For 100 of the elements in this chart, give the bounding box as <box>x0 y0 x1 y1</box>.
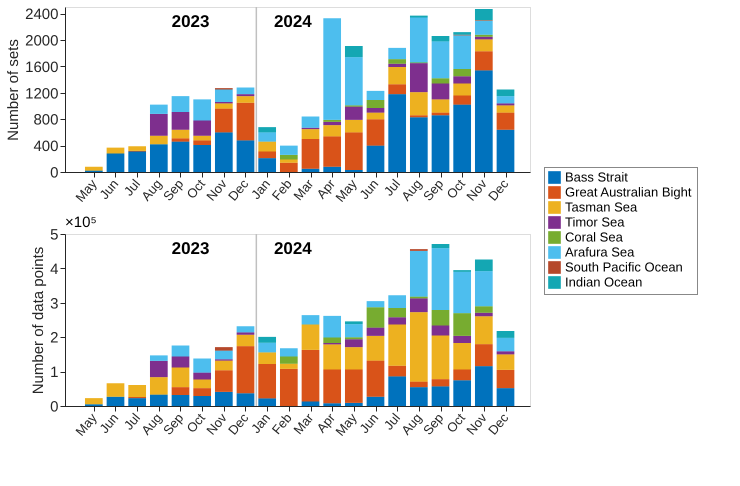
x-tick-label: Dec <box>485 410 512 438</box>
bar <box>150 377 168 395</box>
bar <box>193 99 212 121</box>
bar <box>150 136 168 144</box>
bar <box>410 18 428 62</box>
bar <box>453 336 472 344</box>
bar <box>258 342 276 352</box>
bar <box>496 105 514 113</box>
bar <box>172 138 190 142</box>
bar <box>258 398 276 406</box>
bar <box>172 96 190 112</box>
bar <box>323 403 342 406</box>
bar <box>84 166 103 171</box>
bar <box>193 120 212 136</box>
x-tick-label: Jun <box>96 176 122 202</box>
bar <box>172 112 190 130</box>
bar <box>453 95 472 105</box>
bar <box>172 130 190 138</box>
bar <box>344 321 363 324</box>
bar <box>323 125 342 136</box>
bar <box>302 315 320 324</box>
bar <box>474 8 493 20</box>
bar <box>474 316 493 344</box>
bar <box>366 108 384 113</box>
bar <box>302 116 320 128</box>
bar <box>474 366 493 406</box>
bar <box>214 360 233 370</box>
bar <box>388 376 406 406</box>
bar <box>388 308 406 318</box>
bar <box>344 46 363 58</box>
bar <box>280 159 298 163</box>
bar <box>280 162 298 172</box>
bar <box>236 102 254 140</box>
bar <box>344 339 363 348</box>
bar <box>453 35 472 70</box>
bar <box>302 324 320 350</box>
x-tick-label: Jun <box>356 410 382 436</box>
bar <box>236 346 254 394</box>
bar <box>258 352 276 364</box>
bar <box>258 152 276 158</box>
bar <box>410 312 428 382</box>
annotation: 2023 <box>172 239 210 258</box>
bar <box>280 368 298 406</box>
bar <box>150 355 168 361</box>
y-axis-title: Number of data points <box>30 246 48 394</box>
y-tick-label: 0 <box>50 398 58 416</box>
bar <box>106 148 124 154</box>
bar <box>432 310 450 326</box>
bar <box>453 76 472 84</box>
bar <box>432 112 450 116</box>
bar <box>344 57 363 106</box>
bar <box>474 271 493 306</box>
y-tick-label: 2400 <box>25 6 58 24</box>
bar <box>453 272 472 314</box>
bar <box>236 334 254 346</box>
bar <box>366 396 384 406</box>
bar <box>214 392 233 406</box>
bar <box>150 144 168 172</box>
bar <box>323 18 342 120</box>
x-tick-label: Jul <box>380 176 404 199</box>
bar <box>474 306 493 313</box>
bar <box>453 313 472 336</box>
bar <box>323 136 342 167</box>
x-tick-label: Jun <box>356 176 382 202</box>
legend-label: Coral Sea <box>565 230 624 244</box>
bar <box>432 115 450 172</box>
bar <box>453 84 472 96</box>
y-tick-label: 800 <box>33 112 58 129</box>
bar <box>344 402 363 406</box>
bar <box>323 370 342 404</box>
bar <box>453 380 472 406</box>
bar <box>366 112 384 120</box>
bar <box>432 379 450 386</box>
bar <box>236 326 254 332</box>
bar <box>410 250 428 297</box>
bar <box>323 344 342 370</box>
bar <box>432 99 450 113</box>
bar <box>366 328 384 336</box>
bar <box>432 386 450 406</box>
bar <box>214 108 233 132</box>
legend-label: Bass Strait <box>565 170 628 184</box>
bar <box>258 364 276 398</box>
bar <box>410 387 428 406</box>
bar <box>388 59 406 64</box>
bar <box>366 360 384 397</box>
bar <box>323 122 342 126</box>
bar <box>280 364 298 369</box>
bar <box>432 84 450 100</box>
bar <box>302 350 320 402</box>
bar <box>474 344 493 366</box>
y-tick-label: 4 <box>50 260 58 278</box>
bar <box>453 32 472 35</box>
bar <box>474 70 493 172</box>
bar <box>344 106 363 120</box>
legend-label: Great Australian Bight <box>565 184 692 200</box>
y-axis-title: Number of sets <box>5 39 22 141</box>
bar <box>366 146 384 172</box>
bar <box>453 370 472 380</box>
bar <box>193 372 212 380</box>
bar <box>323 338 342 344</box>
